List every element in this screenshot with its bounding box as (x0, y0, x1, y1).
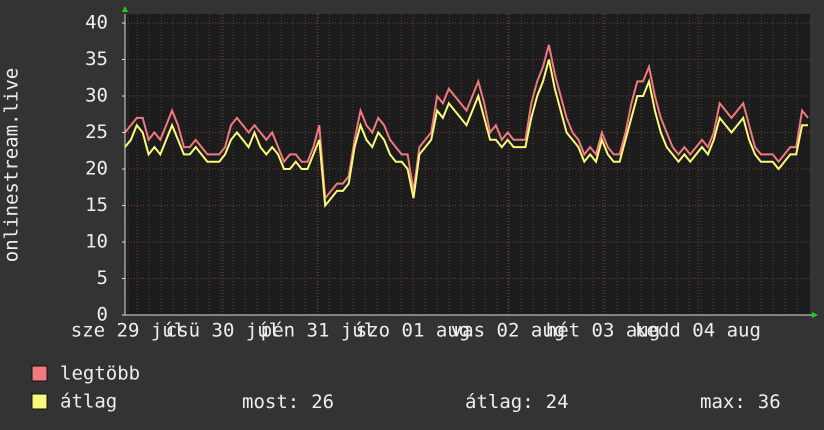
y-tick-label: 10 (85, 231, 108, 253)
plot-area (125, 14, 810, 315)
lines (124, 44, 809, 209)
legend: legtöbb átlag most: 26 átlag: 24 max: 36 (31, 363, 781, 413)
x-tick-label: hét 03 aug (546, 320, 660, 342)
stat-value: 36 (758, 391, 781, 413)
y-tick-label: 40 (85, 12, 108, 34)
stat-value: 24 (546, 391, 569, 413)
y-tick-label: 5 (97, 267, 108, 289)
stat: átlag: 24 (465, 391, 569, 413)
stat: max: 36 (700, 391, 781, 413)
y-tick-label: 25 (85, 121, 108, 143)
series-line (124, 59, 808, 209)
stat-label: átlag: (465, 391, 534, 413)
stat-value: 26 (311, 391, 334, 413)
x-tick-label: kedd 04 aug (635, 320, 761, 342)
x-tick-label: vas 02 aug (451, 320, 565, 342)
stat-label: most: (242, 391, 299, 413)
legend-swatch (31, 393, 48, 410)
legend-swatch (31, 365, 48, 382)
legend-label: legtöbb (60, 363, 140, 385)
series-line (124, 44, 809, 201)
y-tick-label: 35 (85, 48, 108, 70)
x-tick-label: csü 30 júl (166, 320, 280, 342)
legend-label: átlag (60, 391, 117, 413)
y-tick-label: 0 (97, 304, 108, 326)
y-arrow (122, 6, 128, 12)
y-tick-label: 30 (85, 85, 108, 107)
x-tick-label: pén 31 júl (261, 320, 375, 342)
y-tick-label: 15 (85, 194, 108, 216)
y-axis-label: onlinestream.live (1, 68, 23, 262)
y-tick-label: 20 (85, 158, 108, 180)
stat: most: 26 (242, 391, 334, 413)
x-tick-label: szo 01 aug (356, 320, 470, 342)
x-arrow (812, 312, 818, 318)
x-tick-label: sze 29 júl (71, 320, 185, 342)
stat-label: max: (700, 391, 746, 413)
